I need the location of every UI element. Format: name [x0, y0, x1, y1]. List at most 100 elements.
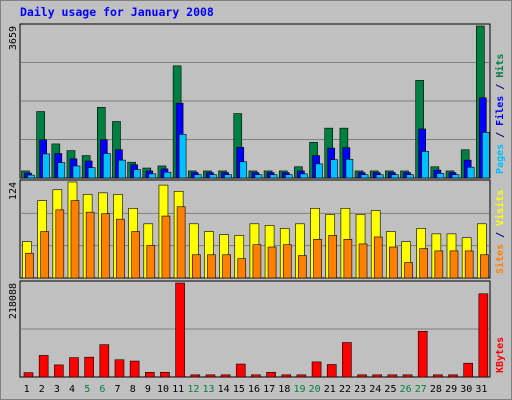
day-label-27: 27 — [415, 384, 427, 395]
pages-bar-day-14 — [224, 174, 232, 179]
sites-bar-day-23 — [358, 243, 368, 279]
hits-files-pages-panel: 3659 Pages / Files / Hits — [8, 23, 506, 179]
pages-bar-day-30 — [466, 166, 475, 179]
kbytes-bar-day-27 — [417, 331, 428, 378]
pages-bar-day-21 — [330, 159, 339, 179]
pages-bar-day-17 — [269, 174, 278, 179]
day-label-21: 21 — [324, 384, 336, 395]
sites-bar-day-25 — [389, 246, 398, 279]
sites-bar-day-20 — [313, 238, 322, 279]
day-label-8: 8 — [130, 384, 136, 395]
sites-bar-day-12 — [191, 254, 201, 279]
sites-bar-day-27 — [419, 248, 428, 279]
kbytes-bar-day-6 — [99, 344, 110, 378]
kbytes-bar-day-2 — [38, 355, 49, 378]
pages-bar-day-5 — [87, 167, 96, 179]
day-label-19: 19 — [293, 384, 305, 395]
day-label-18: 18 — [278, 384, 290, 395]
pages-bar-day-4 — [72, 165, 81, 179]
day-label-20: 20 — [309, 384, 321, 395]
pages-bar-day-12 — [193, 174, 202, 179]
kbytes-bar-day-7 — [114, 359, 125, 378]
sites-bar-day-5 — [85, 211, 95, 279]
kbytes-bar-day-12 — [190, 374, 201, 378]
day-label-24: 24 — [369, 384, 381, 395]
day-label-15: 15 — [233, 384, 245, 395]
kbytes-bar-day-4 — [69, 357, 79, 378]
visits-sites-max-label: 124 — [8, 182, 19, 200]
sites-bar-day-24 — [373, 236, 383, 279]
hits-files-pages-series-label-part-0: Pages — [495, 144, 506, 174]
day-label-28: 28 — [430, 384, 442, 395]
kbytes-bar-day-19 — [296, 374, 307, 378]
sites-bar-day-9 — [146, 245, 156, 279]
day-label-7: 7 — [115, 384, 121, 395]
sites-bar-day-13 — [207, 254, 216, 279]
kbytes-bar-day-23 — [357, 374, 367, 378]
kbytes-bar-day-14 — [220, 374, 231, 378]
sites-bar-day-15 — [237, 258, 247, 279]
day-label-2: 2 — [39, 384, 45, 395]
sites-bar-day-29 — [449, 250, 459, 279]
visits-sites-series-label-part-1: / — [495, 226, 506, 244]
kbytes-bar-day-1 — [23, 372, 34, 378]
kbytes-bar-day-10 — [160, 371, 170, 378]
sites-bar-day-30 — [464, 250, 474, 279]
sites-bar-day-3 — [55, 209, 65, 279]
hits-files-pages-series-label-part-1: / — [495, 126, 506, 144]
visits-sites-series-label-part-2: Visits — [494, 190, 506, 226]
kbytes-bar-day-13 — [205, 374, 216, 378]
sites-bar-day-7 — [116, 218, 125, 279]
kbytes-bar-day-8 — [129, 360, 140, 378]
kbytes-bar-day-31 — [478, 293, 489, 378]
hits-files-pages-series-label-part-4: Hits — [494, 54, 506, 78]
hits-files-pages-series-label: Pages / Files / Hits — [494, 54, 506, 174]
pages-bar-day-10 — [163, 171, 172, 179]
day-label-22: 22 — [339, 384, 351, 395]
visits-sites-panel: 124 Sites / Visits — [8, 179, 506, 279]
sites-bar-day-1 — [25, 252, 34, 279]
hits-files-pages-series-label-part-3: / — [495, 78, 506, 96]
sites-bar-day-11 — [176, 206, 186, 279]
sites-bar-day-10 — [161, 215, 171, 279]
kbytes-bar-day-21 — [326, 364, 337, 378]
sites-bar-day-14 — [222, 254, 231, 279]
sites-bar-day-21 — [328, 235, 338, 279]
kbytes-panel: 218088 KBytes — [8, 280, 506, 378]
day-label-9: 9 — [145, 384, 151, 395]
sites-bar-day-6 — [101, 213, 110, 279]
pages-bar-day-13 — [209, 174, 217, 179]
kbytes-series-label-part-0: KBytes — [495, 337, 506, 373]
kbytes-bar-day-17 — [266, 371, 276, 378]
day-label-3: 3 — [54, 384, 60, 395]
visits-sites-series-label-part-0: Sites — [494, 244, 506, 274]
day-label-23: 23 — [354, 384, 366, 395]
kbytes-bar-day-9 — [144, 371, 155, 378]
sites-bar-day-4 — [70, 200, 80, 279]
pages-bar-day-2 — [42, 153, 50, 179]
kbytes-max-label: 218088 — [8, 283, 19, 319]
day-label-12: 12 — [187, 384, 199, 395]
day-label-6: 6 — [99, 384, 105, 395]
hits-files-pages-series-label-part-2: Files — [494, 96, 506, 126]
day-label-14: 14 — [218, 384, 230, 395]
kbytes-bar-day-16 — [251, 374, 261, 378]
kbytes-bar-day-5 — [84, 356, 94, 378]
pages-bar-day-7 — [118, 159, 126, 179]
chart-title: Daily usage for January 2008 — [20, 5, 214, 19]
pages-bar-day-25 — [391, 174, 399, 179]
kbytes-bar-day-28 — [433, 374, 443, 378]
day-label-4: 4 — [69, 384, 75, 395]
sites-bar-day-8 — [131, 231, 140, 279]
sites-bar-day-22 — [343, 238, 353, 279]
visits-sites-series-label: Sites / Visits — [494, 190, 506, 274]
pages-bar-day-26 — [406, 174, 414, 179]
pages-bar-day-24 — [375, 174, 384, 179]
kbytes-bar-day-30 — [463, 362, 473, 378]
pages-bar-day-3 — [57, 162, 66, 179]
day-label-13: 13 — [202, 384, 214, 395]
day-label-29: 29 — [445, 384, 457, 395]
pages-bar-day-8 — [133, 169, 141, 179]
pages-bar-day-20 — [315, 163, 323, 179]
sites-bar-day-17 — [267, 246, 277, 279]
